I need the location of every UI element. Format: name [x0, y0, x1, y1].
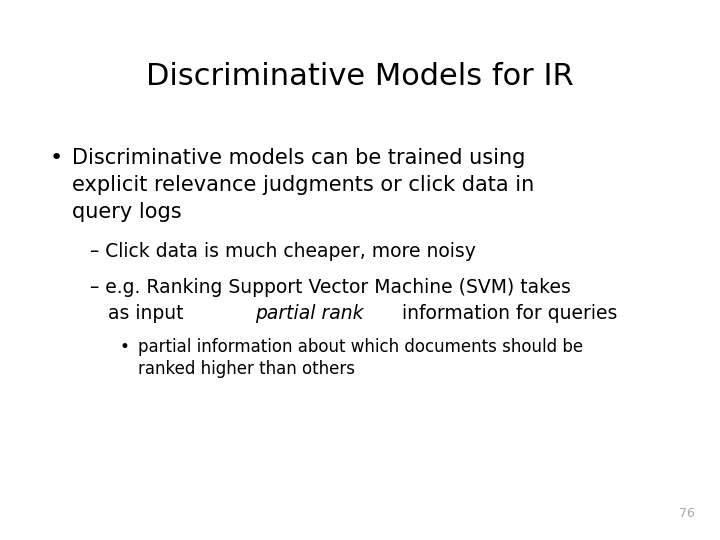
Text: – Click data is much cheaper, more noisy: – Click data is much cheaper, more noisy: [90, 242, 476, 261]
Text: Discriminative models can be trained using: Discriminative models can be trained usi…: [72, 148, 526, 168]
Text: partial information about which documents should be: partial information about which document…: [138, 338, 583, 356]
Text: partial rank: partial rank: [255, 304, 364, 323]
Text: – e.g. Ranking Support Vector Machine (SVM) takes: – e.g. Ranking Support Vector Machine (S…: [90, 278, 571, 297]
Text: Discriminative Models for IR: Discriminative Models for IR: [146, 62, 574, 91]
Text: 76: 76: [679, 507, 695, 520]
Text: query logs: query logs: [72, 202, 181, 222]
Text: information for queries: information for queries: [396, 304, 618, 323]
Text: •: •: [50, 148, 63, 168]
Text: as input: as input: [108, 304, 189, 323]
Text: •: •: [120, 338, 130, 356]
Text: explicit relevance judgments or click data in: explicit relevance judgments or click da…: [72, 175, 534, 195]
Text: ranked higher than others: ranked higher than others: [138, 360, 355, 378]
